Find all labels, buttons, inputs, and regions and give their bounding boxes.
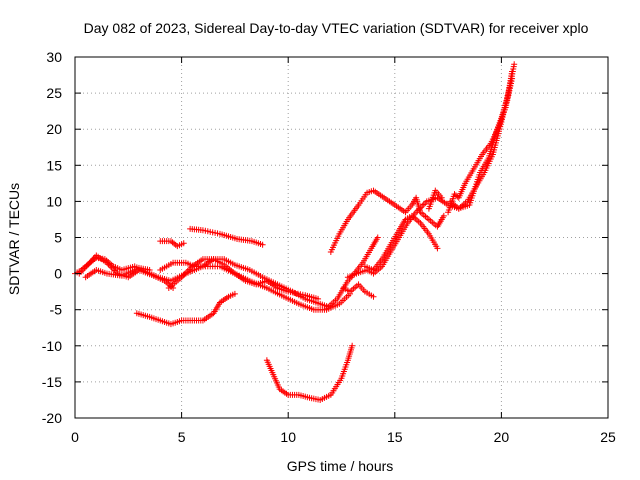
- data-point-marker: [315, 295, 322, 302]
- y-tick-label: 20: [46, 121, 62, 137]
- series-arc-6: [157, 256, 330, 310]
- data-point-marker: [420, 201, 427, 208]
- y-tick-label: -10: [42, 338, 62, 354]
- series-arc-4: [157, 238, 187, 250]
- data-point-marker: [146, 266, 153, 273]
- data-point-marker: [509, 75, 516, 82]
- y-tick-label: -20: [42, 410, 62, 426]
- data-points: [72, 61, 518, 403]
- y-tick-label: 15: [46, 157, 62, 173]
- grid: [75, 57, 608, 418]
- y-tick-label: 10: [46, 193, 62, 209]
- data-point-marker: [349, 342, 356, 349]
- x-tick-label: 0: [71, 429, 79, 445]
- series-arc-9: [263, 342, 356, 403]
- tick-labels: 0 5 10 15 20 25 -20 -15 -10 -5 0 5 10 15 20 25 30: [42, 49, 616, 445]
- data-point-marker: [438, 194, 445, 201]
- y-tick-label: 30: [46, 49, 62, 65]
- y-axis-label: SDTVAR / TECUs: [6, 183, 22, 295]
- y-tick-label: 25: [46, 85, 62, 101]
- y-tick-label: -15: [42, 374, 62, 390]
- data-point-marker: [440, 212, 447, 219]
- y-tick-label: -5: [50, 302, 63, 318]
- data-point-marker: [180, 240, 187, 247]
- data-point-marker: [181, 271, 188, 278]
- series-arc-1: [72, 254, 354, 313]
- y-tick-label: 0: [54, 266, 62, 282]
- x-tick-label: 5: [178, 429, 186, 445]
- data-point-marker: [416, 206, 423, 213]
- series-arc-14: [361, 212, 441, 273]
- x-tick-label: 20: [494, 429, 510, 445]
- series-arc-12: [327, 187, 447, 255]
- ticks: [74, 56, 609, 419]
- series-arc-8: [133, 290, 238, 328]
- x-tick-label: 25: [600, 429, 616, 445]
- data-point-marker: [259, 241, 266, 248]
- x-axis-label: GPS time / hours: [287, 458, 394, 474]
- series-arc-15: [425, 187, 445, 212]
- data-point-marker: [434, 245, 441, 252]
- series-arc-11: [340, 281, 377, 300]
- chart-title: Day 082 of 2023, Sidereal Day-to-day VTE…: [84, 20, 589, 36]
- data-point-marker: [370, 293, 377, 300]
- x-tick-label: 10: [280, 429, 296, 445]
- series-arc-17: [447, 75, 516, 212]
- series-arc-13: [344, 61, 518, 281]
- x-tick-label: 15: [387, 429, 403, 445]
- y-tick-label: 5: [54, 230, 62, 246]
- data-point-marker: [509, 68, 516, 75]
- series-arc-3: [82, 264, 153, 281]
- data-point-marker: [511, 61, 518, 68]
- series-arc-7: [165, 256, 322, 302]
- data-point-marker: [374, 234, 381, 241]
- data-point-marker: [231, 290, 238, 297]
- series-arc-16: [445, 68, 516, 216]
- plot-frame: [74, 56, 609, 419]
- series-arc-5: [187, 225, 266, 248]
